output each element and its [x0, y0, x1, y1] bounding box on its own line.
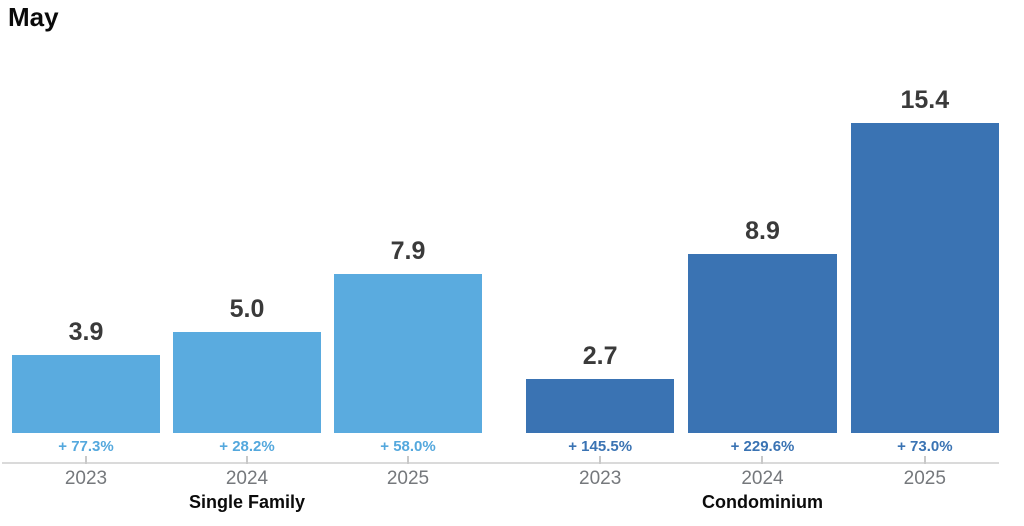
bar-value-label: 15.4	[900, 86, 950, 114]
bar-year-label: 2025	[386, 468, 430, 489]
bar	[688, 254, 837, 433]
bar-change-label: + 28.2%	[219, 438, 275, 455]
bar-year-label: 2024	[741, 468, 784, 489]
bar	[334, 274, 482, 433]
bar-year-label: 2023	[64, 468, 108, 489]
axis-tick	[407, 456, 409, 464]
bar-value-label: 3.9	[68, 318, 104, 346]
axis-tick	[923, 456, 926, 464]
bar	[526, 379, 675, 433]
bar	[12, 355, 160, 433]
axis-tick	[246, 456, 248, 464]
bar	[850, 123, 999, 433]
bar-column: 7.9 + 58.0% 2025	[334, 0, 482, 526]
bar-value-label: 5.0	[229, 295, 265, 323]
group-condominium: 2.7 + 145.5% 2023 8.9 + 229.6% 2024 15.4…	[526, 0, 999, 526]
bar-year-label: 2025	[903, 468, 946, 489]
bar-value-label: 8.9	[745, 217, 780, 245]
group-label-single-family: Single Family	[188, 492, 306, 512]
axis-tick	[761, 456, 764, 464]
axis-line	[2, 462, 999, 464]
axis-tick	[599, 456, 602, 464]
bar	[173, 332, 321, 433]
group-label-condominium: Condominium	[702, 492, 823, 512]
group-single-family: 3.9 + 77.3% 2023 5.0 + 28.2% 2024 7.9 + …	[12, 0, 482, 526]
bar-column: 8.9 + 229.6% 2024	[688, 0, 837, 526]
bar-year-label: 2023	[579, 468, 622, 489]
bar-change-label: + 73.0%	[897, 438, 953, 455]
bar-change-label: + 58.0%	[380, 438, 436, 455]
bar-change-label: + 229.6%	[730, 438, 795, 455]
bar-column: 5.0 + 28.2% 2024	[173, 0, 321, 526]
bar-change-label: + 77.3%	[58, 438, 114, 455]
axis-tick	[85, 456, 87, 464]
bar-change-label: + 145.5%	[568, 438, 633, 455]
bar-value-label: 2.7	[582, 342, 618, 370]
chart-title: May	[8, 2, 59, 32]
bar-column: 3.9 + 77.3% 2023	[12, 0, 160, 526]
bar-column: 2.7 + 145.5% 2023	[526, 0, 675, 526]
bar-year-label: 2024	[225, 468, 269, 489]
bar-value-label: 7.9	[390, 237, 426, 265]
bar-column: 15.4 + 73.0% 2025	[850, 0, 999, 526]
